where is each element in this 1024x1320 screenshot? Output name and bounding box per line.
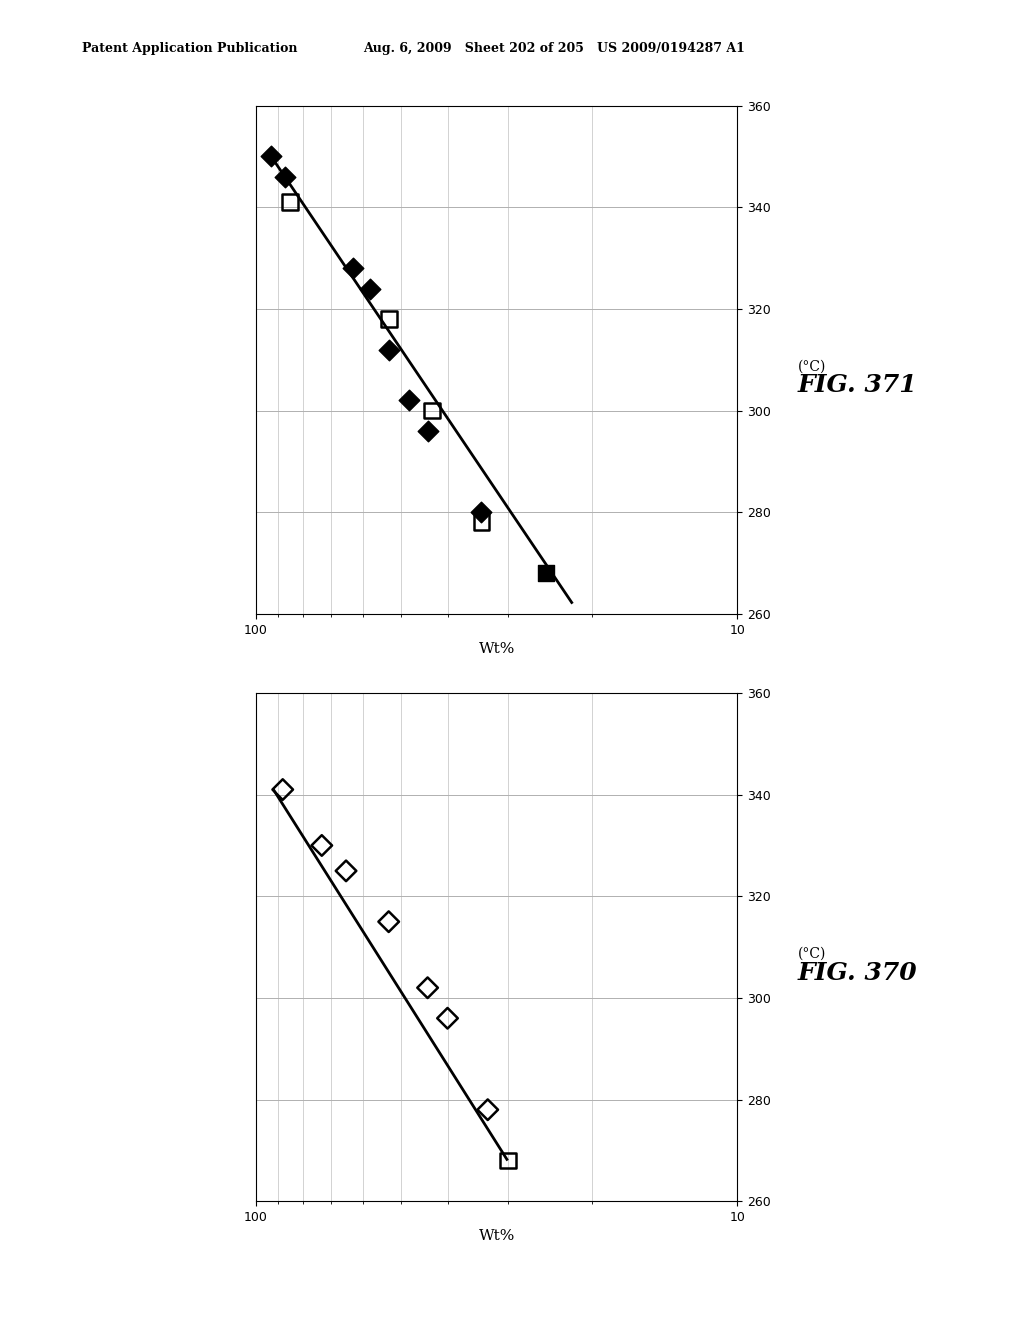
Point [361, 279, 378, 300]
Point [473, 502, 489, 523]
Point [274, 779, 291, 800]
Point [473, 512, 489, 533]
Point [424, 400, 440, 421]
Point [344, 257, 360, 279]
Point [479, 1100, 496, 1121]
Text: Aug. 6, 2009   Sheet 202 of 205   US 2009/0194287 A1: Aug. 6, 2009 Sheet 202 of 205 US 2009/01… [364, 42, 745, 55]
Point [500, 1150, 516, 1171]
Point [420, 420, 436, 441]
Point [263, 145, 280, 166]
X-axis label: Wt%: Wt% [478, 1229, 515, 1243]
Point [420, 977, 436, 998]
Y-axis label: (°C): (°C) [799, 948, 826, 961]
Point [381, 339, 397, 360]
Point [338, 861, 354, 882]
Text: Patent Application Publication: Patent Application Publication [82, 42, 297, 55]
Text: FIG. 370: FIG. 370 [798, 961, 918, 985]
X-axis label: Wt%: Wt% [478, 642, 515, 656]
Point [282, 191, 298, 213]
Y-axis label: (°C): (°C) [799, 359, 826, 374]
Text: FIG. 371: FIG. 371 [798, 374, 918, 397]
Point [538, 562, 554, 583]
Point [439, 1007, 456, 1028]
Point [381, 911, 397, 932]
Point [381, 309, 397, 330]
Point [313, 836, 330, 857]
Point [401, 389, 418, 411]
Point [276, 166, 293, 187]
